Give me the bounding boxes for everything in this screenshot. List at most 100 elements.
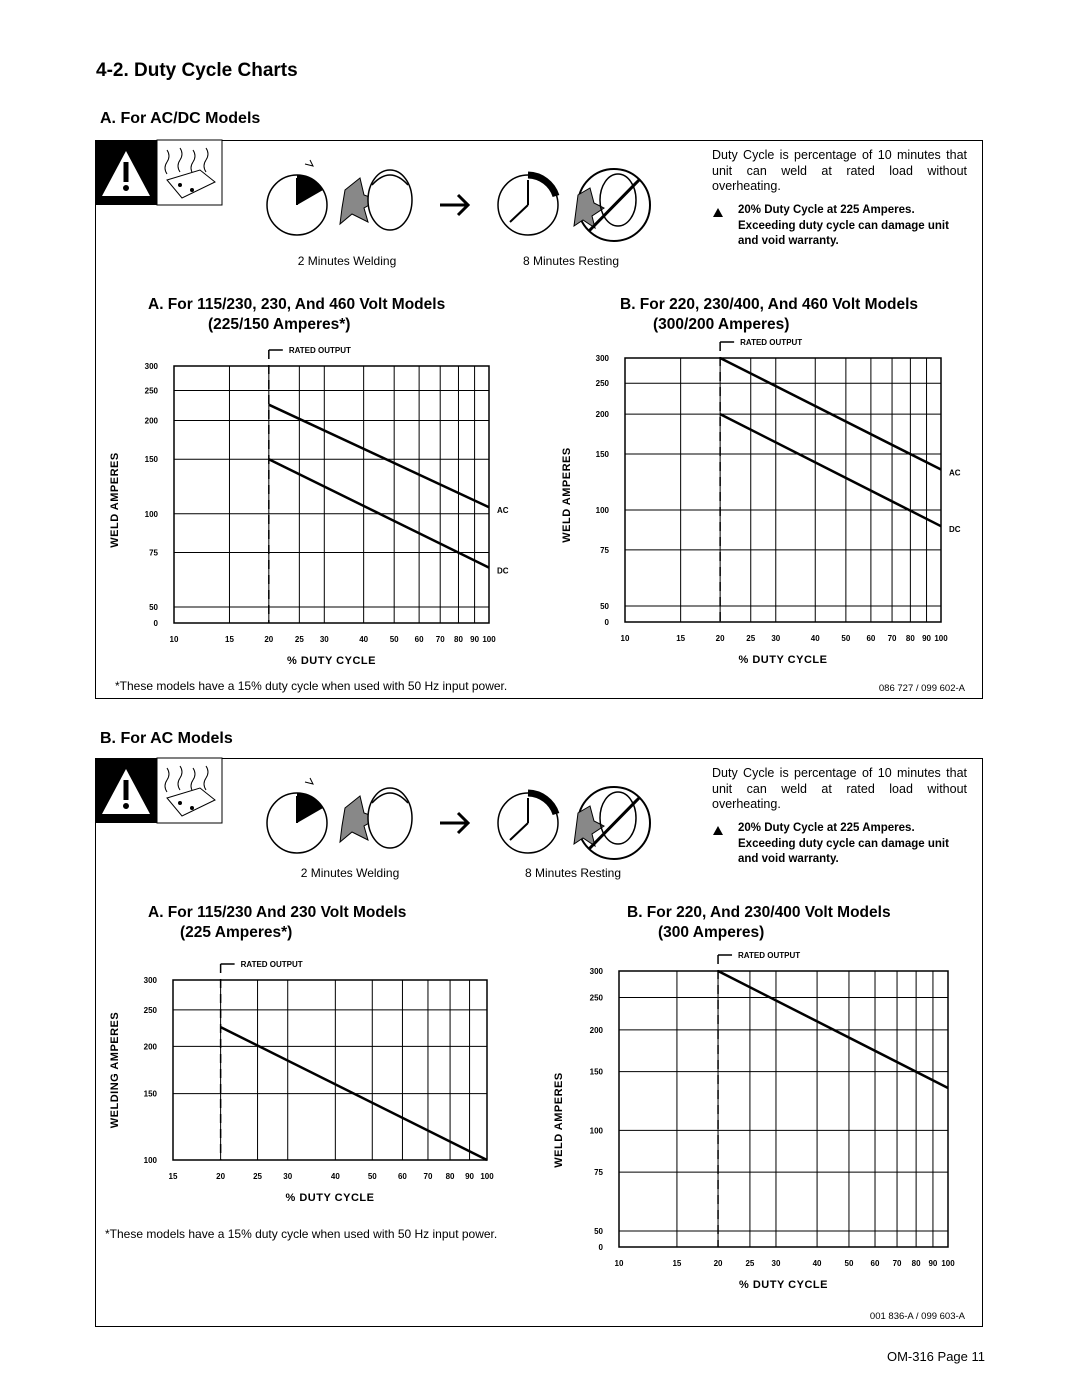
data-line xyxy=(220,1026,488,1162)
x-tick-label: 70 xyxy=(436,635,445,644)
data-line xyxy=(268,458,490,569)
x-tick-label: 90 xyxy=(928,1259,937,1268)
x-axis-label: % DUTY CYCLE xyxy=(739,654,828,666)
footnote: *These models have a 15% duty cycle when… xyxy=(115,679,508,693)
chart-subtitle: (300 Amperes) xyxy=(658,924,765,941)
duty-cycle-illustration xyxy=(95,140,723,241)
page-number: OM-316 Page 11 xyxy=(886,1349,985,1364)
y-tick-label: 50 xyxy=(600,602,609,611)
x-tick-label: 25 xyxy=(745,1259,754,1268)
caption: 2 Minutes Welding xyxy=(297,254,397,268)
x-tick-label: 30 xyxy=(772,1259,781,1268)
section-box xyxy=(95,758,983,1327)
y-tick-label: 100 xyxy=(145,510,159,519)
x-tick-label: 30 xyxy=(320,635,329,644)
x-tick-label: 100 xyxy=(934,634,948,643)
y-axis-label: WELDING AMPERES xyxy=(109,1012,121,1129)
x-tick-label: 100 xyxy=(480,1172,494,1181)
x-tick-label: 15 xyxy=(169,1172,178,1181)
x-tick-label: 50 xyxy=(841,634,850,643)
chart-title: B. For 220, 230/400, And 460 Volt Models… xyxy=(620,295,918,335)
reference-code: 001 836-A / 099 603-A xyxy=(869,1311,965,1322)
data-line xyxy=(717,969,949,1090)
x-tick-label: 30 xyxy=(771,634,780,643)
note: Duty Cycle is percentage of 10 minutes t… xyxy=(712,148,967,193)
rated-output-label: RATED OUTPUT xyxy=(241,960,303,969)
section-heading: B. For AC Models xyxy=(100,730,233,747)
y-tick-label: 150 xyxy=(144,1090,158,1099)
caption: 8 Minutes Resting xyxy=(522,254,620,268)
y-tick-label: 150 xyxy=(596,450,610,459)
y-tick-label: 200 xyxy=(144,1042,158,1051)
footnote: *These models have a 15% duty cycle when… xyxy=(105,1227,498,1241)
y-tick-label: 0 xyxy=(154,619,159,628)
y-tick-label: 250 xyxy=(590,993,604,1002)
x-tick-label: 90 xyxy=(465,1172,474,1181)
x-tick-label: 25 xyxy=(253,1172,262,1181)
x-tick-label: 70 xyxy=(888,634,897,643)
series-label: DC xyxy=(949,525,961,534)
x-tick-label: 60 xyxy=(871,1259,880,1268)
y-tick-label: 150 xyxy=(590,1068,604,1077)
x-tick-label: 50 xyxy=(368,1172,377,1181)
x-tick-label: 80 xyxy=(912,1259,921,1268)
x-axis-label: % DUTY CYCLE xyxy=(287,655,376,667)
x-tick-label: 25 xyxy=(746,634,755,643)
y-axis-label: WELD AMPERES xyxy=(561,447,573,542)
chart-title: B. For 220, And 230/400 Volt Models (300 … xyxy=(627,903,891,943)
warning: 20% Duty Cycle at 225 Amperes. Exceeding… xyxy=(738,204,949,247)
plot-frame xyxy=(618,970,949,1248)
y-tick-label: 200 xyxy=(145,417,159,426)
x-tick-label: 100 xyxy=(941,1259,955,1268)
data-line xyxy=(719,413,942,528)
x-tick-label: 40 xyxy=(331,1172,340,1181)
x-tick-label: 80 xyxy=(446,1172,455,1181)
rated-output-label: RATED OUTPUT xyxy=(289,346,351,355)
y-tick-label: 150 xyxy=(145,455,159,464)
section-heading: A. For AC/DC Models xyxy=(100,110,261,127)
data-line xyxy=(719,356,942,471)
y-tick-label: 250 xyxy=(145,387,159,396)
x-tick-label: 10 xyxy=(621,634,630,643)
y-tick-label: 75 xyxy=(600,546,609,555)
y-tick-label: 300 xyxy=(144,976,158,985)
chart-title: A. For 115/230 And 230 Volt Models (225 A… xyxy=(148,903,406,943)
series-label: AC xyxy=(949,469,961,478)
chart-subtitle: (225 Amperes*) xyxy=(180,924,293,941)
page-title: 4-2. Duty Cycle Charts xyxy=(96,60,298,81)
y-tick-label: 200 xyxy=(590,1026,604,1035)
chart-title: A. For 115/230, 230, And 460 Volt Models… xyxy=(148,295,445,335)
x-tick-label: 60 xyxy=(415,635,424,644)
x-tick-label: 20 xyxy=(216,1172,225,1181)
x-tick-label: 50 xyxy=(390,635,399,644)
series-label: DC xyxy=(497,567,509,576)
chart-subtitle: (225/150 Amperes*) xyxy=(208,316,351,333)
x-tick-label: 60 xyxy=(398,1172,407,1181)
rated-output-label: RATED OUTPUT xyxy=(738,951,800,960)
x-tick-label: 50 xyxy=(845,1259,854,1268)
y-tick-label: 250 xyxy=(596,379,610,388)
chart-title-line: A. For 115/230, 230, And 460 Volt Models xyxy=(148,296,446,313)
y-axis-label: WELD AMPERES xyxy=(109,452,121,547)
x-tick-label: 40 xyxy=(811,634,820,643)
y-tick-label: 50 xyxy=(149,603,158,612)
y-tick-label: 50 xyxy=(594,1227,603,1236)
y-tick-label: 300 xyxy=(590,967,604,976)
y-tick-label: 300 xyxy=(145,362,159,371)
x-tick-label: 90 xyxy=(470,635,479,644)
x-tick-label: 20 xyxy=(714,1259,723,1268)
series-label: AC xyxy=(497,506,509,515)
chart-subtitle: (300/200 Amperes) xyxy=(653,316,790,333)
x-tick-label: 15 xyxy=(672,1259,681,1268)
caption: 2 Minutes Welding xyxy=(300,866,400,880)
x-tick-label: 15 xyxy=(225,635,234,644)
y-tick-label: 75 xyxy=(594,1168,603,1177)
x-tick-label: 20 xyxy=(264,635,273,644)
y-tick-label: 250 xyxy=(144,1006,158,1015)
note: Duty Cycle is percentage of 10 minutes t… xyxy=(712,766,967,811)
x-axis-label: % DUTY CYCLE xyxy=(739,1279,828,1291)
y-tick-label: 0 xyxy=(599,1243,604,1252)
plot-frame xyxy=(173,365,490,624)
x-tick-label: 70 xyxy=(424,1172,433,1181)
